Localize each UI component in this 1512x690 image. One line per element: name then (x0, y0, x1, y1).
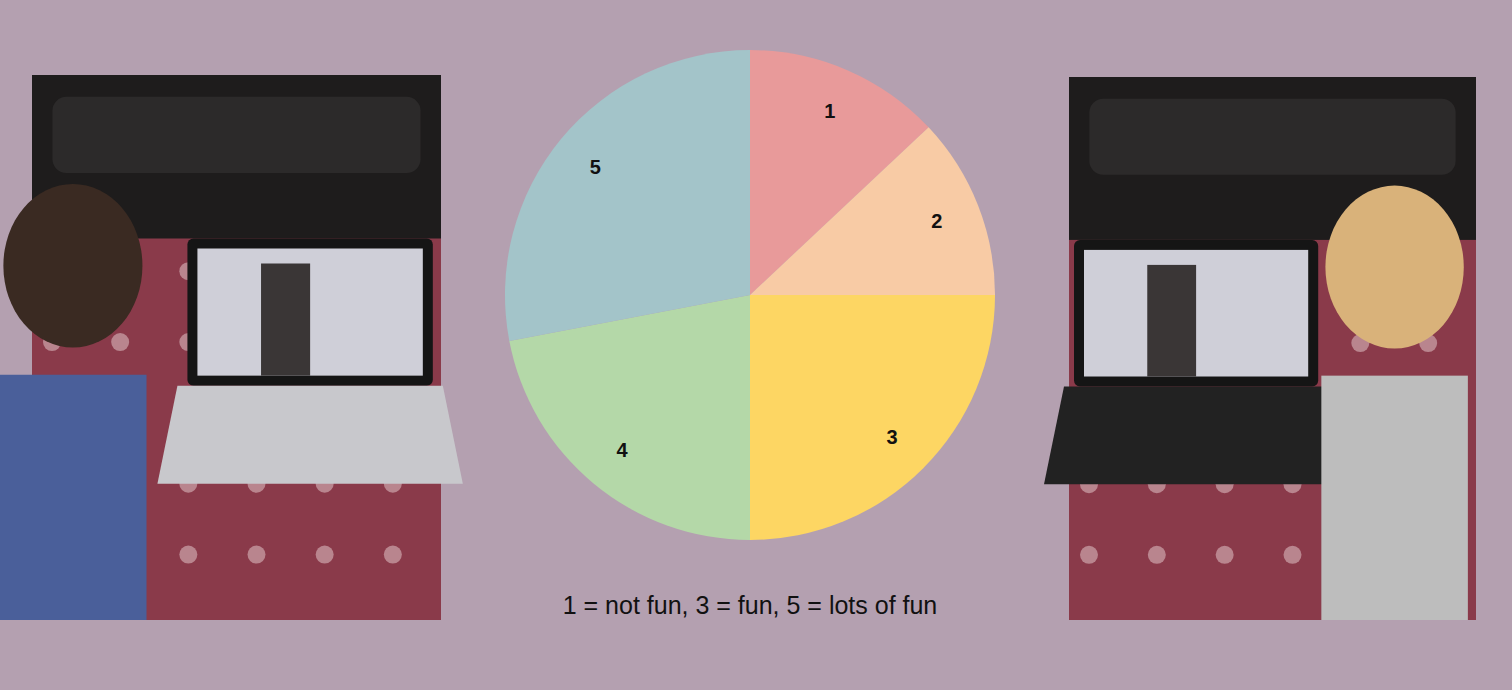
pattern-dot (316, 546, 334, 564)
pie-slice (750, 127, 995, 295)
pie-labels: 1 2 3 4 5 (590, 100, 943, 461)
screen-building (1147, 265, 1196, 377)
couch-cushion (52, 97, 420, 173)
photo (1044, 77, 1476, 620)
laptop-screen (197, 249, 422, 376)
laptop-screen (1084, 250, 1308, 377)
slice-label: 4 (616, 439, 628, 461)
pattern-dot (111, 333, 129, 351)
person-body (0, 375, 147, 620)
pie-slice (505, 50, 750, 341)
person-body (1321, 376, 1468, 620)
screen-building (261, 264, 310, 376)
laptop-lid (187, 239, 432, 386)
slice-label: 3 (886, 426, 897, 448)
photo-bg (1069, 77, 1476, 620)
page: {"chart_data": {"type": "pie", "categori… (0, 0, 1512, 690)
pattern-dot (248, 546, 266, 564)
slice-label: 5 (590, 156, 601, 178)
pie (505, 50, 995, 540)
pattern-dot (1284, 546, 1302, 564)
pattern-dot (384, 546, 402, 564)
pie-slice (750, 295, 995, 540)
caption: 1 = not fun, 3 = fun, 5 = lots of fun (563, 591, 938, 619)
laptop-lid (1074, 240, 1318, 387)
laptop-base (1044, 387, 1348, 485)
laptop-base (157, 386, 462, 484)
pattern-dot (179, 546, 197, 564)
slice-label: 1 (824, 100, 835, 122)
couch-cushion (1089, 99, 1455, 175)
pattern-dot (1216, 546, 1234, 564)
photo (0, 75, 463, 620)
person-head (3, 184, 142, 348)
stage: 1 2 3 4 5 1 = not fun, 3 = fun, 5 = lots of f… (0, 0, 1512, 690)
person-head (1325, 186, 1463, 349)
pattern-dot (1148, 546, 1166, 564)
slice-label: 2 (931, 210, 942, 232)
pattern-dot (1080, 546, 1098, 564)
